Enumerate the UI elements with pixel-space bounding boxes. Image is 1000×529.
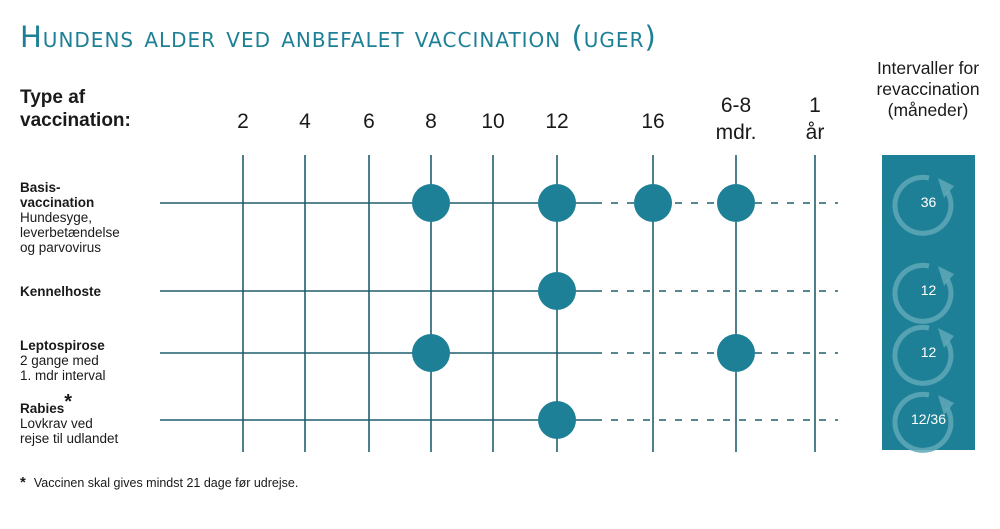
- interval-value: 36: [920, 194, 937, 210]
- refresh-cycle-icon: [892, 391, 954, 453]
- column-label: 2: [237, 110, 249, 133]
- vaccination-type-header: Type af vaccination:: [20, 87, 131, 131]
- footnote-asterisk: *: [20, 474, 26, 491]
- row-label-basis: Basis- vaccination Hundesyge, leverbetæn…: [20, 180, 120, 255]
- refresh-cycle-icon: [892, 174, 954, 236]
- cycle-arc: [892, 391, 954, 453]
- vaccination-dose-dot: [634, 184, 672, 222]
- vaccination-dose-dot: [538, 401, 576, 439]
- cycle-arrowhead: [938, 178, 954, 198]
- row-name: Rabies: [20, 401, 65, 416]
- row-label-rabies: Rabies* Lovkrav ved rejse til udlandet: [20, 392, 119, 446]
- chart-title: Hundens alder ved anbefalet vaccination …: [20, 20, 657, 54]
- vaccination-dose-dot: [538, 272, 576, 310]
- column-label: 4: [299, 110, 311, 133]
- row-description: Lovkrav ved rejse til udlandet: [20, 416, 119, 446]
- revaccination-interval-panel: 36 12 12 12/36: [882, 155, 975, 453]
- row-description: 2 gange med 1. mdr interval: [20, 353, 106, 383]
- cycle-arc: [892, 324, 954, 386]
- column-label: 1 år: [805, 94, 825, 144]
- row-description: Hundesyge, leverbetændelse og parvovirus: [20, 210, 120, 255]
- interval-value: 12/36: [910, 411, 947, 427]
- cycle-arc: [892, 262, 954, 324]
- refresh-cycle-icon: [892, 262, 954, 324]
- row-name-wrap: Rabies*: [20, 392, 118, 416]
- column-label: 6: [363, 110, 375, 133]
- vaccination-dose-dot: [412, 334, 450, 372]
- cycle-arrowhead: [938, 266, 954, 286]
- interval-header: Intervaller for revaccination (måneder): [876, 58, 980, 120]
- cycle-arrowhead: [938, 328, 954, 348]
- interval-value: 12: [920, 344, 937, 360]
- row-name: Kennelhoste: [20, 284, 102, 299]
- row-label-leptospirose: Leptospirose 2 gange med 1. mdr interval: [20, 338, 106, 383]
- column-label: 10: [481, 110, 505, 133]
- vaccination-dose-dot: [412, 184, 450, 222]
- column-label: 16: [641, 110, 665, 133]
- column-label: 6-8 mdr.: [715, 94, 757, 144]
- row-name: Basis- vaccination: [20, 180, 95, 210]
- refresh-cycle-icon: [892, 324, 954, 386]
- cycle-arrowhead: [938, 395, 954, 415]
- row-label-kennelhoste: Kennelhoste: [20, 284, 101, 299]
- footnote-text: Vaccinen skal gives mindst 21 dage før u…: [33, 476, 299, 490]
- vaccination-dose-dot: [717, 334, 755, 372]
- footnote: * Vaccinen skal gives mindst 21 dage før …: [20, 474, 298, 491]
- vaccination-dose-dot: [538, 184, 576, 222]
- interval-value: 12: [920, 282, 937, 298]
- row-name: Leptospirose: [20, 338, 105, 353]
- cycle-arc: [892, 174, 954, 236]
- column-label: 12: [545, 110, 569, 133]
- vaccination-dose-dot: [717, 184, 755, 222]
- column-label: 8: [425, 110, 437, 133]
- asterisk-mark: *: [64, 391, 73, 413]
